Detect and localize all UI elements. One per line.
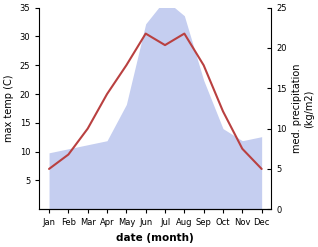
Y-axis label: med. precipitation
(kg/m2): med. precipitation (kg/m2) (292, 64, 314, 153)
X-axis label: date (month): date (month) (116, 233, 194, 243)
Y-axis label: max temp (C): max temp (C) (4, 75, 14, 142)
